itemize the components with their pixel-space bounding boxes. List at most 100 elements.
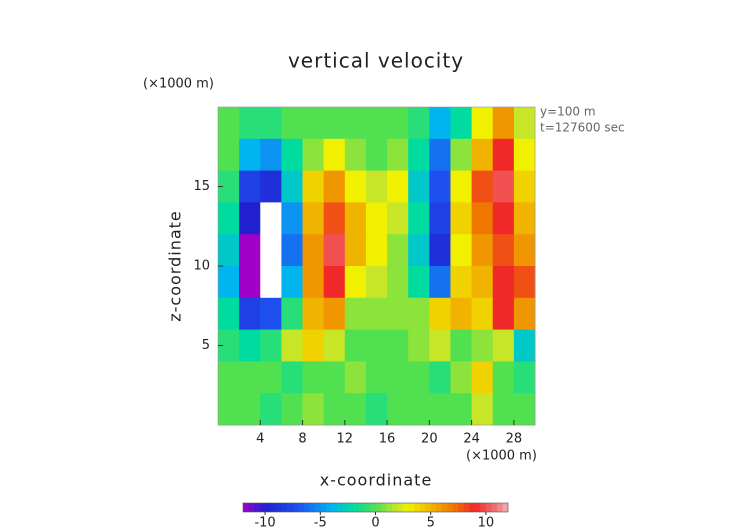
colorbar-segment: [375, 503, 382, 512]
colorbar-segment: [342, 503, 349, 512]
cell: [281, 266, 304, 299]
y-tick-label: 10: [193, 259, 210, 274]
cell: [260, 297, 282, 331]
colorbar-segment: [403, 503, 410, 512]
colorbar-segment: [287, 503, 294, 512]
colorbar-segment: [331, 503, 338, 512]
cell: [408, 170, 430, 203]
cell: [429, 266, 451, 299]
cell: [239, 393, 261, 426]
cell: [302, 393, 325, 426]
cell: [387, 170, 409, 203]
cell: [260, 266, 282, 299]
cell: [492, 329, 515, 362]
colorbar-segment: [358, 503, 365, 512]
cell: [471, 170, 494, 203]
cell: [387, 138, 409, 172]
cell: [513, 393, 536, 426]
cell: [471, 234, 494, 267]
cell: [492, 202, 515, 235]
colorbar-segment: [369, 503, 376, 512]
cell: [218, 202, 240, 235]
colorbar-tick-label: 0: [371, 516, 379, 531]
cell: [471, 393, 494, 426]
cell: [492, 234, 515, 267]
cell: [450, 297, 473, 331]
cell: [260, 138, 282, 172]
cell: [492, 107, 515, 140]
colorbar-segment: [425, 503, 432, 512]
cell: [302, 266, 325, 299]
cell: [471, 297, 494, 331]
cell: [260, 170, 282, 203]
cell: [365, 202, 388, 235]
cell: [281, 138, 304, 172]
cell: [408, 329, 430, 362]
cell: [281, 329, 304, 362]
cell: [387, 297, 409, 331]
cell: [302, 361, 325, 394]
cell: [260, 107, 282, 140]
colorbar-segment: [254, 503, 260, 512]
colorbar-segment: [463, 503, 470, 512]
cell: [471, 138, 494, 172]
cell: [492, 138, 515, 172]
colorbar-segment: [347, 503, 354, 512]
cell: [365, 107, 388, 140]
cell: [239, 202, 261, 235]
colorbar-segment: [458, 503, 465, 512]
cell: [365, 297, 388, 331]
cell: [471, 107, 494, 140]
cell: [471, 266, 494, 299]
colorbar-segment: [243, 503, 249, 512]
colorbar-segment: [397, 503, 404, 512]
colorbar-segment: [491, 503, 498, 512]
cell: [281, 107, 304, 140]
cell: [218, 361, 240, 394]
colorbar-segment: [259, 503, 266, 512]
x-tick-label: 12: [337, 432, 354, 447]
cell: [450, 107, 473, 140]
cell: [429, 234, 451, 267]
x-axis-title: x-coordinate: [320, 471, 433, 490]
cell: [408, 297, 430, 331]
colorbar-segment: [276, 503, 283, 512]
cell: [408, 107, 430, 140]
colorbar-segment: [447, 503, 454, 512]
cell: [408, 393, 430, 426]
cell: [344, 202, 367, 235]
colorbar-segment: [496, 503, 503, 512]
cell: [450, 234, 473, 267]
cell: [408, 202, 430, 235]
cell: [323, 202, 346, 235]
cell: [365, 138, 388, 172]
cell: [218, 170, 240, 203]
cell: [239, 329, 261, 362]
cell: [471, 202, 494, 235]
colorbar-segment: [298, 503, 305, 512]
colorbar-segment: [392, 503, 398, 512]
cell: [344, 266, 367, 299]
colorbar-segment: [480, 503, 487, 512]
cell: [513, 297, 536, 331]
cell: [408, 234, 430, 267]
colorbar-segment: [325, 503, 332, 512]
cell: [218, 138, 240, 172]
cell: [408, 266, 430, 299]
cell: [323, 329, 346, 362]
x-tick-label: 16: [379, 432, 396, 447]
cell: [281, 234, 304, 267]
cell: [450, 138, 473, 172]
cell: [429, 107, 451, 140]
cell: [387, 329, 409, 362]
colorbar-segment: [303, 503, 310, 512]
cell: [429, 393, 451, 426]
cell: [302, 234, 325, 267]
cell: [302, 297, 325, 331]
cell: [344, 107, 367, 140]
colorbar-segment: [265, 503, 272, 512]
cell: [344, 138, 367, 172]
y-unit: (×1000 m): [143, 77, 214, 92]
cell: [471, 329, 494, 362]
cell: [344, 361, 367, 394]
